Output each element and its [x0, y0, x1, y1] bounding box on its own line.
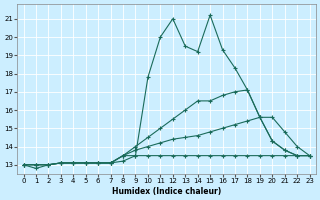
- X-axis label: Humidex (Indice chaleur): Humidex (Indice chaleur): [112, 187, 221, 196]
